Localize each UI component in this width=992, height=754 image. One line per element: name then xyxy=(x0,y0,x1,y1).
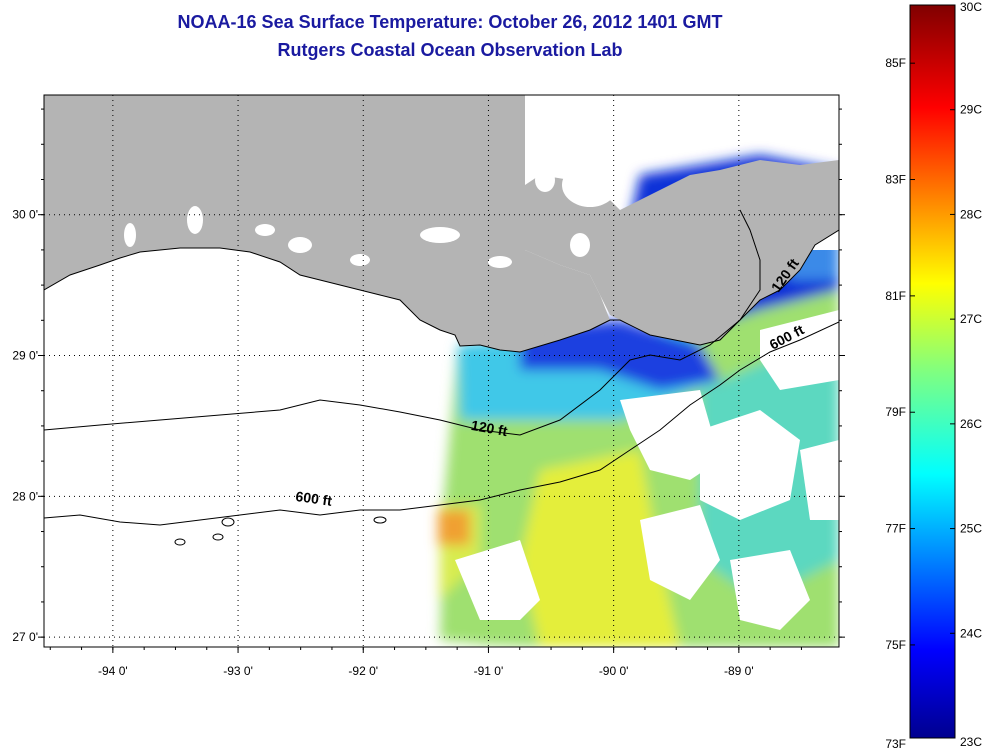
land-coast xyxy=(44,95,610,352)
fahrenheit-label: 85F xyxy=(885,56,906,70)
plot-frame xyxy=(43,94,840,648)
lon-tick-label: -94 0' xyxy=(98,664,128,678)
celsius-label: 24C xyxy=(960,626,982,640)
contour-600ft xyxy=(44,321,839,526)
lon-tick-label: -93 0' xyxy=(223,664,253,678)
lon-tick-label: -92 0' xyxy=(348,664,378,678)
celsius-label: 30C xyxy=(960,0,982,14)
lat-tick-label: 28 0' xyxy=(12,489,38,503)
lon-tick-label: -91 0' xyxy=(474,664,504,678)
map-title: NOAA-16 Sea Surface Temperature: October… xyxy=(177,12,723,32)
fahrenheit-label: 75F xyxy=(885,638,906,652)
celsius-label: 26C xyxy=(960,417,982,431)
fahrenheit-label: 79F xyxy=(885,405,906,419)
colorbar-ticks: 30C 29C 28C 27C 26C 25C 24C 23C 85F 83F 81F 79F 77F 7… xyxy=(885,0,982,751)
inland-lakes xyxy=(124,163,618,268)
contour-islands xyxy=(174,516,387,546)
celsius-label: 25C xyxy=(960,522,982,536)
fahrenheit-label: 83F xyxy=(885,173,906,187)
coastline-outline xyxy=(44,229,839,353)
fahrenheit-label: 73F xyxy=(885,737,906,751)
lat-tick-label: 29 0' xyxy=(12,349,38,363)
axis-ticks: -94 0' -93 0' -92 0' -91 0' -90 0' -89 0' 30 0… xyxy=(12,108,845,678)
fahrenheit-label: 81F xyxy=(885,289,906,303)
lon-tick-label: -90 0' xyxy=(599,664,629,678)
fahrenheit-label: 77F xyxy=(885,522,906,536)
cloud-mask xyxy=(455,180,839,630)
graticule xyxy=(44,95,839,647)
celsius-label: 28C xyxy=(960,207,982,221)
contour-label: 600 ft xyxy=(295,488,334,509)
celsius-label: 23C xyxy=(960,735,982,749)
contour-120ft xyxy=(44,209,761,436)
map-subtitle: Rutgers Coastal Ocean Observation Lab xyxy=(277,40,623,60)
contour-label: 120 ft xyxy=(470,417,509,439)
lon-tick-label: -89 0' xyxy=(724,664,754,678)
lat-tick-label: 27 0' xyxy=(12,630,38,644)
colorbar xyxy=(909,4,956,739)
lat-tick-label: 30 0' xyxy=(12,208,38,222)
celsius-label: 27C xyxy=(960,312,982,326)
celsius-label: 29C xyxy=(960,103,982,117)
land-mass xyxy=(44,95,839,345)
